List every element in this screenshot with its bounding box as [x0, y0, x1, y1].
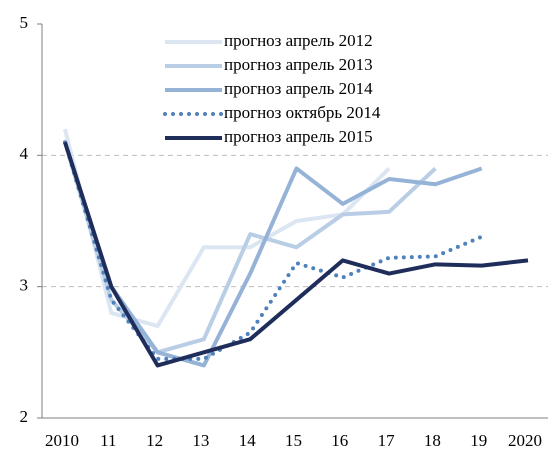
series-line [63, 140, 484, 361]
y-tick-label: 4 [20, 144, 29, 163]
series-line [63, 141, 437, 355]
legend-label: прогноз апрель 2013 [224, 55, 373, 74]
x-tick-label: 2020 [508, 431, 542, 450]
x-tick-label: 13 [192, 431, 209, 450]
series-line [63, 128, 391, 329]
x-tick-label: 19 [470, 431, 487, 450]
y-tick-label: 3 [20, 276, 29, 295]
x-tick-label: 11 [100, 431, 116, 450]
series-line [63, 141, 483, 368]
x-tick-label: 18 [424, 431, 441, 450]
x-tick-label: 16 [331, 431, 348, 450]
legend-label: прогноз апрель 2012 [224, 31, 373, 50]
series-line [63, 141, 529, 368]
legend-label: прогноз апрель 2014 [224, 79, 373, 98]
x-tick-label: 17 [378, 431, 396, 450]
legend-label: прогноз апрель 2015 [224, 127, 373, 146]
x-tick-label: 12 [146, 431, 163, 450]
x-tick-label: 15 [285, 431, 302, 450]
x-tick-label: 2010 [45, 431, 79, 450]
y-tick-label: 2 [20, 407, 29, 426]
y-tick-label: 5 [20, 13, 29, 32]
x-tick-label: 14 [239, 431, 257, 450]
legend-label: прогноз октябрь 2014 [224, 103, 381, 122]
